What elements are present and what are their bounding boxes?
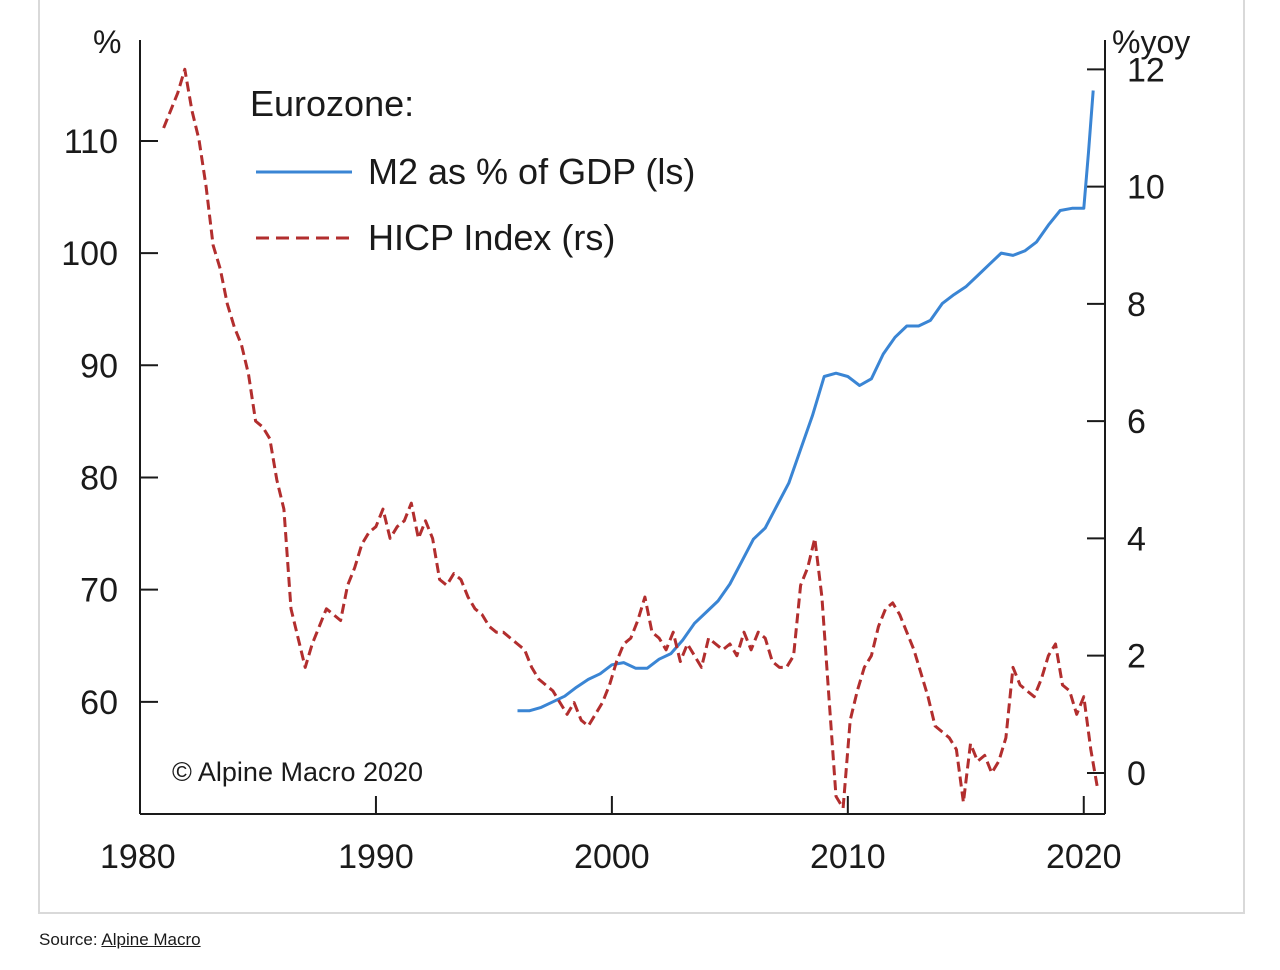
copyright-note: © Alpine Macro 2020: [172, 757, 423, 787]
left-axis-unit: %: [93, 24, 121, 60]
x-tick-label-1980: 1980: [100, 838, 176, 876]
legend-label-m2: M2 as % of GDP (ls): [368, 151, 695, 192]
legend-label-hicp: HICP Index (rs): [368, 217, 615, 258]
axes: 60 70 80 90 100 110 0 2 4 6 8 10 12 1980 1990 2000 2010 2…: [61, 40, 1165, 876]
left-tick-label-110: 110: [64, 123, 118, 161]
left-tick-label-70: 70: [80, 572, 118, 610]
source-link[interactable]: Alpine Macro: [101, 930, 201, 949]
left-tick-label-80: 80: [80, 459, 118, 497]
x-tick-label-2020: 2020: [1046, 838, 1122, 876]
legend-title: Eurozone:: [250, 83, 414, 124]
right-tick-label-10: 10: [1127, 169, 1165, 207]
left-tick-label-90: 90: [80, 347, 118, 385]
left-tick-label-100: 100: [61, 235, 118, 273]
right-tick-label-12: 12: [1127, 51, 1165, 89]
right-axis-unit: %yoy: [1112, 24, 1190, 60]
legend: Eurozone: M2 as % of GDP (ls) HICP Index…: [250, 83, 695, 258]
series-lines: [162, 67, 1100, 810]
left-tick-label-60: 60: [80, 684, 118, 722]
right-tick-label-6: 6: [1127, 403, 1146, 441]
chart-frame: [38, 0, 1245, 914]
right-tick-label-4: 4: [1127, 520, 1146, 558]
right-tick-label-8: 8: [1127, 286, 1146, 324]
x-tick-label-1990: 1990: [338, 838, 414, 876]
source-note: Source: Alpine Macro: [39, 930, 201, 950]
series-line-hicp: [162, 67, 1100, 810]
source-label: Source:: [39, 930, 98, 949]
right-tick-label-2: 2: [1127, 638, 1146, 676]
right-tick-label-0: 0: [1127, 755, 1146, 793]
x-tick-label-2010: 2010: [810, 838, 886, 876]
x-tick-label-2000: 2000: [574, 838, 650, 876]
